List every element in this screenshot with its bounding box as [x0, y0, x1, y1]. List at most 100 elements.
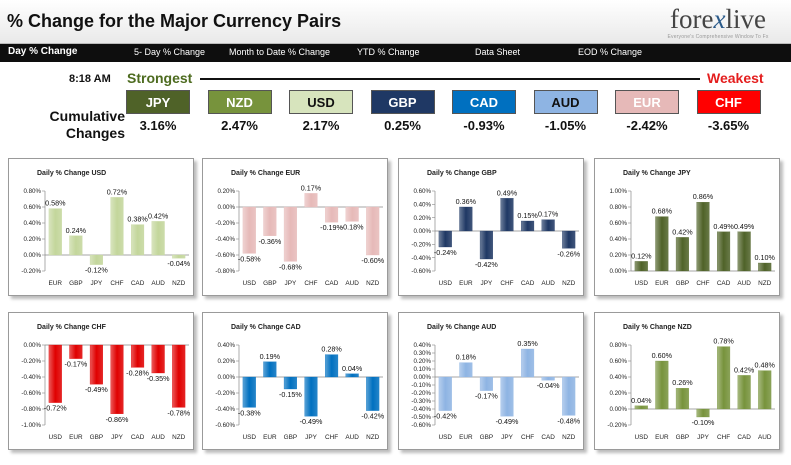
data-label: 0.18%: [456, 353, 477, 362]
chart-title: Daily % Change GBP: [427, 170, 497, 177]
y-tick-label: -0.30%: [411, 398, 431, 405]
bar-cad: [717, 231, 731, 272]
x-tick-label: AUD: [541, 280, 555, 287]
data-label: 0.60%: [652, 351, 673, 360]
bar-usd: [438, 230, 452, 248]
x-tick-label: CHF: [325, 434, 338, 441]
data-label: -0.72%: [44, 404, 67, 413]
bar-aud: [758, 370, 772, 410]
data-label: 0.12%: [631, 251, 652, 260]
x-tick-label: USD: [635, 280, 649, 287]
ranking-value-eur: -2.42%: [626, 118, 668, 133]
y-tick-label: -0.20%: [411, 242, 431, 249]
nav-5day-change[interactable]: 5- Day % Change: [134, 47, 206, 57]
bar-chf: [304, 193, 318, 208]
data-label: -0.36%: [258, 237, 281, 246]
data-label: 0.68%: [652, 207, 673, 216]
data-label: 0.42%: [148, 211, 169, 220]
data-label: -0.86%: [106, 415, 129, 424]
ranking-currency-chf: CHF: [696, 90, 761, 114]
y-tick-label: 0.40%: [413, 202, 431, 209]
bar-jpy: [500, 376, 514, 417]
x-tick-label: CAD: [325, 280, 339, 287]
x-tick-label: CAD: [131, 434, 145, 441]
nav-ytd-change[interactable]: YTD % Change: [357, 47, 420, 57]
bar-nzd: [366, 206, 380, 256]
ranking-currency-gbp: GBP: [370, 90, 435, 114]
data-label: -0.26%: [557, 249, 580, 258]
data-label: 0.58%: [45, 199, 66, 208]
nav-eod-change[interactable]: EOD % Change: [578, 47, 643, 57]
y-tick-label: 0.60%: [609, 220, 627, 227]
page-title: % Change for the Major Currency Pairs: [7, 11, 342, 31]
x-tick-label: JPY: [305, 434, 317, 441]
x-tick-label: AUD: [737, 280, 751, 287]
x-tick-label: EUR: [49, 280, 63, 287]
y-tick-label: -0.20%: [21, 268, 41, 275]
bar-eur: [459, 362, 473, 378]
ranking-currency-eur: EUR: [615, 90, 679, 114]
y-tick-label: -0.40%: [215, 406, 235, 413]
forexlive-logo[interactable]: forexlive Everyone's Comprehensive Windo…: [659, 4, 777, 40]
x-tick-label: GBP: [284, 434, 298, 441]
data-label: 0.42%: [734, 365, 755, 374]
bar-nzd: [172, 254, 186, 259]
y-tick-label: 0.00%: [23, 342, 41, 349]
data-label: -0.17%: [475, 392, 498, 401]
data-label: -0.42%: [361, 412, 384, 421]
bar-eur: [263, 361, 277, 378]
data-label: -0.60%: [361, 256, 384, 265]
bar-aud: [737, 231, 751, 272]
x-tick-label: CHF: [521, 434, 534, 441]
nav-day-change[interactable]: Day % Change: [8, 46, 78, 57]
data-label: -0.12%: [85, 266, 108, 275]
data-label: -0.58%: [238, 254, 261, 263]
y-tick-label: -0.20%: [411, 390, 431, 397]
y-tick-label: 0.00%: [413, 228, 431, 235]
data-label: -0.49%: [300, 417, 323, 426]
y-tick-label: 0.20%: [413, 358, 431, 365]
bar-aud: [541, 219, 555, 232]
x-tick-label: JPY: [501, 434, 513, 441]
y-tick-label: -0.60%: [411, 268, 431, 275]
y-tick-label: 0.20%: [609, 390, 627, 397]
bar-jpy: [479, 230, 493, 260]
data-label: 0.15%: [517, 211, 538, 220]
y-tick-label: 0.00%: [609, 406, 627, 413]
data-label: 0.04%: [342, 364, 363, 373]
chart-panel-jpy: Daily % Change JPY 1.00% 0.80% 0.60% 0.40% 0.…: [594, 158, 780, 296]
nav-month-to-date[interactable]: Month to Date % Change: [229, 47, 331, 57]
x-tick-label: AUD: [345, 434, 359, 441]
x-tick-label: EUR: [459, 280, 473, 287]
ranking-currency-jpy: JPY: [126, 90, 190, 114]
bar-chf: [696, 202, 710, 272]
x-tick-label: NZD: [172, 280, 186, 287]
y-tick-label: -0.40%: [411, 255, 431, 262]
bar-jpy: [89, 254, 103, 265]
data-label: -0.49%: [85, 385, 108, 394]
x-tick-label: AUD: [345, 280, 359, 287]
bar-eur: [655, 360, 669, 410]
data-label: 0.72%: [107, 187, 128, 196]
bar-jpy: [110, 344, 124, 414]
data-label: -0.24%: [434, 248, 457, 257]
y-tick-label: -0.20%: [215, 220, 235, 227]
chart-title: Daily % Change EUR: [231, 170, 301, 177]
y-tick-label: 0.00%: [217, 204, 235, 211]
y-tick-label: -0.20%: [607, 422, 627, 429]
bar-chf: [717, 346, 731, 410]
data-label: 0.04%: [631, 396, 652, 405]
data-label: -0.35%: [147, 374, 170, 383]
bar-eur: [48, 208, 62, 256]
data-label: 0.49%: [713, 222, 734, 231]
y-tick-label: 0.10%: [413, 366, 431, 373]
data-label: -0.04%: [167, 259, 190, 268]
y-tick-label: -1.00%: [21, 422, 41, 429]
y-tick-label: 0.40%: [217, 342, 235, 349]
y-tick-label: -0.50%: [411, 414, 431, 421]
nav-data-sheet[interactable]: Data Sheet: [475, 47, 521, 57]
y-tick-label: 0.80%: [23, 188, 41, 195]
x-tick-label: GBP: [676, 434, 690, 441]
chart-svg: 0.80% 0.60% 0.40% 0.20% 0.00% -0.20% 0.58% EUR 0…: [21, 187, 190, 287]
x-tick-label: AUD: [151, 434, 165, 441]
